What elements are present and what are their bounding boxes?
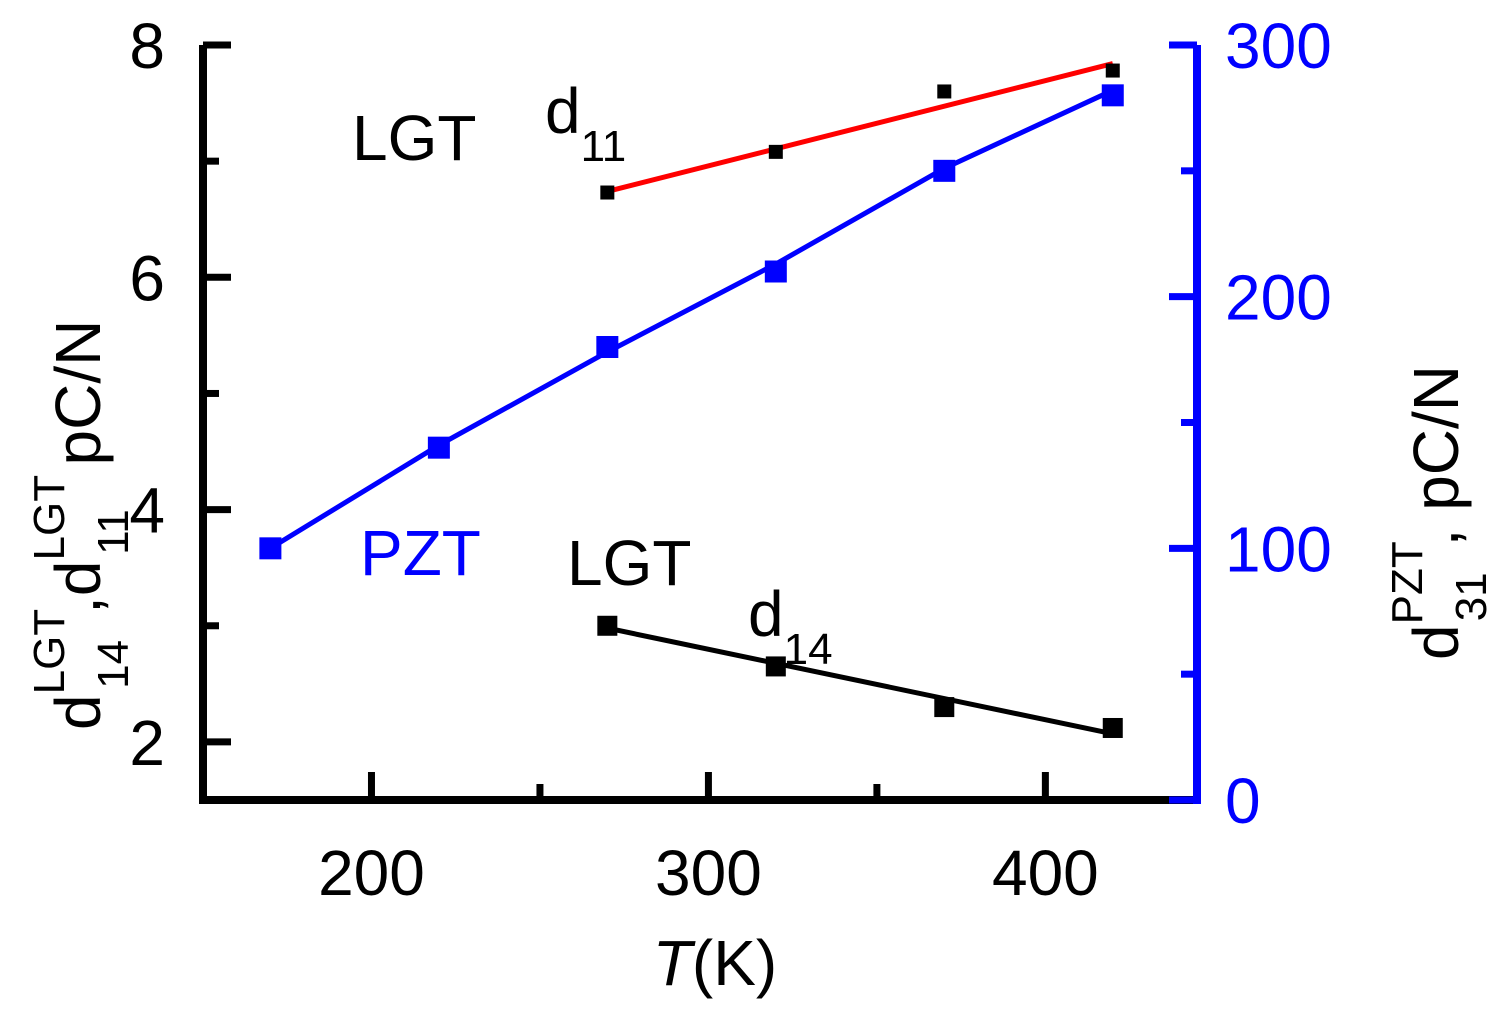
data-point-2 (597, 615, 618, 636)
series-fit-line-0 (606, 61, 1114, 194)
y-right-sub: 31 (1447, 572, 1495, 621)
y-left-d11-sup: LGT (25, 475, 74, 561)
y-left-tick-label: 6 (129, 242, 165, 314)
y-left-sep: , (42, 596, 114, 614)
y-right-sup: PZT (1383, 541, 1432, 624)
annotation-d11-sub: 11 (581, 122, 627, 171)
y-right-tick-label: 200 (1225, 262, 1332, 334)
series-fit-line-2 (606, 625, 1114, 737)
annotation-pzt: PZT (360, 517, 481, 589)
annotation-d11: d11 (545, 75, 626, 171)
y-right-tick-label: 300 (1225, 10, 1332, 82)
ticks: 200 300 400 2 4 6 8 0 100 200 300 (129, 10, 1331, 909)
annotation-d11-main: d (545, 75, 581, 147)
y-right-unit: , pC/N (1400, 365, 1472, 546)
y-left-d11-sub: 11 (89, 509, 138, 555)
data-point-1 (1101, 84, 1124, 107)
y-right-d: d (1400, 624, 1472, 660)
x-axis-title-rest: (K) (692, 927, 777, 999)
x-axis-title: T(K) (653, 927, 777, 999)
y-left-unit: pC/N (42, 320, 114, 484)
y-left-d14: d (42, 694, 114, 730)
x-tick-label: 400 (992, 837, 1099, 909)
data-point-1 (427, 436, 450, 459)
y-right-tick-label: 100 (1225, 513, 1332, 585)
y-right-axis-title: dPZT 31 , pC/N (1383, 365, 1495, 660)
series-fit-line-1 (269, 88, 1114, 551)
data-point-0 (937, 84, 952, 99)
data-point-1 (259, 537, 282, 560)
y-left-tick-label: 4 (129, 475, 165, 547)
y-right-tick-label: 0 (1225, 765, 1261, 837)
x-axis-title-italic: T (653, 927, 696, 999)
x-tick-label: 200 (318, 837, 425, 909)
axes (199, 45, 1201, 804)
y-left-tick-label: 2 (129, 707, 165, 779)
series-layer (259, 61, 1124, 738)
x-tick-label: 300 (655, 837, 762, 909)
data-point-0 (1105, 63, 1120, 78)
annotation-lgt-top: LGT (352, 102, 476, 174)
data-point-1 (764, 260, 787, 283)
y-left-tick-label: 8 (129, 10, 165, 82)
data-point-0 (768, 144, 783, 159)
y-left-d14-sub: 14 (89, 640, 138, 689)
data-point-1 (933, 159, 956, 182)
y-left-d11: d (42, 561, 114, 597)
y-left-d14-sup: LGT (25, 609, 74, 695)
y-left-axis-title: dLGT 14,dLGT 11 pC/N (25, 320, 138, 730)
annotation-d14-main: d (748, 578, 784, 650)
data-point-2 (1102, 717, 1123, 738)
data-point-1 (596, 336, 619, 358)
annotation-d14: d14 (748, 578, 833, 674)
data-point-2 (934, 697, 955, 718)
data-point-0 (600, 185, 615, 200)
data-point-2 (765, 656, 786, 677)
annotation-lgt-bottom: LGT (567, 527, 691, 599)
annotation-d14-sub: 14 (784, 625, 833, 674)
